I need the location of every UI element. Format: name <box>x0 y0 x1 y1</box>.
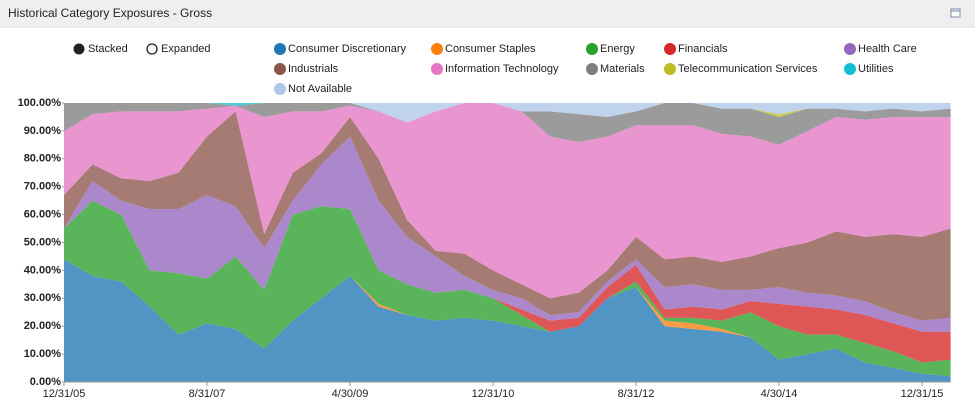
legend-label[interactable]: Information Technology <box>445 63 559 75</box>
x-tick-label: 4/30/09 <box>332 388 369 400</box>
legend-marker[interactable] <box>431 43 443 55</box>
y-tick-label: 90.00% <box>24 125 62 137</box>
legend-marker[interactable] <box>586 63 598 75</box>
x-tick-label: 12/31/10 <box>472 388 515 400</box>
area <box>64 200 951 377</box>
y-tick-label: 80.00% <box>24 153 62 165</box>
area <box>64 111 951 321</box>
y-tick-label: 50.00% <box>24 236 62 248</box>
y-tick-label: 30.00% <box>24 292 62 304</box>
legend-label[interactable]: Industrials <box>288 63 339 75</box>
y-tick-label: 100.00% <box>18 97 62 109</box>
x-tick-label: 12/31/05 <box>43 388 86 400</box>
legend-label[interactable]: Consumer Staples <box>445 43 536 55</box>
y-tick-label: 20.00% <box>24 320 62 332</box>
stacked-label[interactable]: Stacked <box>88 43 128 55</box>
x-tick-label: 4/30/14 <box>761 388 798 400</box>
expanded-radio[interactable] <box>146 43 158 55</box>
legend-marker[interactable] <box>274 63 286 75</box>
y-tick-label: 10.00% <box>24 348 62 360</box>
legend-marker[interactable] <box>844 43 856 55</box>
area <box>64 103 951 123</box>
legend-marker[interactable] <box>274 43 286 55</box>
x-tick-label: 8/31/07 <box>189 388 226 400</box>
expanded-label[interactable]: Expanded <box>161 43 211 55</box>
area <box>64 259 951 382</box>
x-tick-label: 12/31/15 <box>901 388 944 400</box>
y-tick-label: 0.00% <box>30 376 61 388</box>
legend-label[interactable]: Telecommunication Services <box>678 63 818 75</box>
maximize-button[interactable] <box>950 8 961 18</box>
legend-marker[interactable] <box>274 83 286 95</box>
legend-marker[interactable] <box>664 43 676 55</box>
legend-label[interactable]: Health Care <box>858 43 917 55</box>
legend-label[interactable]: Consumer Discretionary <box>288 43 406 55</box>
legend-label[interactable]: Not Available <box>288 83 352 95</box>
legend-marker[interactable] <box>664 63 676 75</box>
legend-marker[interactable] <box>586 43 598 55</box>
area <box>64 103 951 145</box>
legend-marker[interactable] <box>844 63 856 75</box>
panel-header <box>0 0 975 27</box>
y-tick-label: 60.00% <box>24 209 62 221</box>
legend-label[interactable]: Energy <box>600 43 635 55</box>
area <box>64 136 951 332</box>
legend-label[interactable]: Materials <box>600 63 645 75</box>
legend-label[interactable]: Financials <box>678 43 728 55</box>
y-tick-label: 40.00% <box>24 264 62 276</box>
x-tick-label: 8/31/12 <box>618 388 655 400</box>
y-tick-label: 70.00% <box>24 181 62 193</box>
legend-label[interactable]: Utilities <box>858 63 894 75</box>
stacked-radio[interactable] <box>73 43 85 55</box>
panel-title: Historical Category Exposures - Gross <box>8 6 212 20</box>
legend-marker[interactable] <box>431 63 443 75</box>
area <box>64 103 951 299</box>
